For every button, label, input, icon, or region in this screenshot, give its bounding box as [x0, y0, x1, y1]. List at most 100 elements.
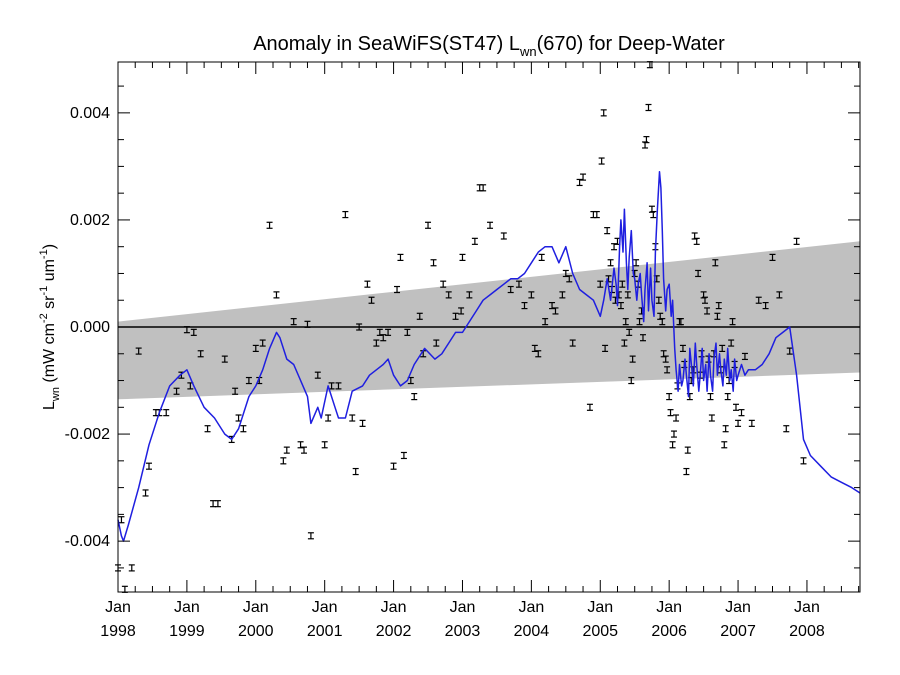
data-point: [433, 339, 440, 347]
confidence-band: [118, 241, 860, 400]
data-point: [445, 291, 452, 299]
data-point: [349, 414, 356, 422]
x-tick-label-month: Jan: [656, 599, 682, 616]
x-tick-label-year: 2004: [514, 623, 550, 640]
data-point: [283, 446, 290, 454]
x-tick-label-month: Jan: [518, 599, 544, 616]
data-point: [368, 296, 375, 304]
chart-title-suffix: (670) for Deep-Water: [537, 33, 726, 55]
data-point: [783, 425, 790, 433]
data-point: [297, 441, 304, 449]
data-point: [769, 253, 776, 262]
data-point: [621, 339, 628, 347]
data-point: [636, 318, 643, 326]
data-point: [245, 376, 252, 385]
y-axis-label-part: L: [41, 401, 58, 410]
data-point: [471, 237, 478, 245]
x-tick-label-year: 2008: [789, 623, 825, 640]
data-point: [562, 269, 569, 278]
data-point: [629, 355, 636, 363]
data-point: [721, 441, 728, 449]
data-point: [430, 259, 437, 267]
data-point: [724, 392, 731, 401]
data-point: [190, 328, 197, 336]
x-tick-label-year: 2003: [445, 623, 481, 640]
data-point: [655, 296, 662, 304]
x-tick-label-year: 2005: [582, 623, 618, 640]
x-tick-label-year: 1998: [100, 623, 136, 640]
data-point: [400, 451, 407, 460]
data-point: [380, 334, 387, 342]
data-point: [701, 296, 708, 304]
data-point: [755, 296, 762, 304]
data-point: [559, 291, 566, 299]
data-point: [214, 500, 221, 508]
data-point: [356, 323, 363, 331]
data-point: [515, 280, 522, 288]
data-point: [728, 339, 735, 347]
data-point: [576, 178, 583, 187]
y-axis-label-part: -1: [38, 286, 50, 296]
data-point: [301, 446, 308, 454]
trend-line: [117, 170, 861, 542]
data-point: [714, 312, 721, 320]
data-point: [667, 409, 674, 417]
data-point: [273, 291, 280, 299]
x-tick-label-year: 1999: [169, 623, 205, 640]
data-point: [776, 291, 783, 299]
x-tick-label-year: 2000: [238, 623, 274, 640]
data-point: [598, 157, 605, 165]
data-point: [722, 425, 729, 433]
data-point: [411, 392, 418, 401]
data-point: [252, 344, 259, 353]
data-point: [240, 425, 247, 433]
data-point: [597, 280, 604, 288]
data-point: [611, 243, 618, 251]
data-point: [452, 312, 459, 320]
data-point: [118, 516, 125, 524]
x-tick-label-year: 2001: [307, 623, 343, 640]
y-axis-label: Lwn (mW cm-2 sr-1 um-1): [38, 244, 62, 410]
data-point: [566, 275, 573, 283]
data-point: [458, 307, 465, 315]
y-axis-label-part: -2: [38, 313, 50, 323]
x-tick-label-month: Jan: [174, 599, 200, 616]
x-tick-label-month: Jan: [587, 599, 613, 616]
data-point: [314, 371, 321, 379]
data-point: [607, 259, 614, 267]
y-tick-label: -0.004: [65, 533, 110, 550]
data-point: [793, 237, 800, 245]
data-point: [173, 387, 180, 395]
x-tick-label-month: Jan: [312, 599, 338, 616]
x-tick-label-month: Jan: [794, 599, 820, 616]
x-tick-label-month: Jan: [725, 599, 751, 616]
data-point: [325, 414, 332, 422]
data-point: [715, 301, 722, 310]
plot-area: -0.004 -0.002 0.000 0.002 0.004 Jan 1998 Jan 199…: [65, 61, 861, 640]
data-point: [146, 462, 153, 470]
data-point: [352, 467, 359, 476]
data-point: [633, 259, 640, 267]
y-axis-label-part: wn: [50, 387, 62, 402]
data-point: [650, 210, 657, 219]
chart-title: Anomaly in SeaWiFS(ST47) Lwn(670) for De…: [253, 33, 725, 59]
data-point: [666, 392, 673, 401]
data-point: [719, 344, 726, 353]
data-point: [135, 347, 142, 355]
data-point: [602, 344, 609, 353]
data-point: [142, 489, 149, 497]
data-point: [304, 320, 311, 328]
y-axis-label-part: ): [41, 244, 58, 249]
data-point: [385, 328, 392, 336]
y-tick-label: 0.000: [70, 319, 110, 336]
y-tick-label: 0.004: [70, 105, 110, 122]
y-axis-label-part: (mW cm: [41, 323, 58, 387]
x-tick-label-year: 2002: [376, 623, 412, 640]
data-point: [531, 344, 538, 353]
data-point: [290, 318, 297, 326]
chart-title-subscript: wn: [519, 44, 537, 59]
data-point: [704, 307, 711, 315]
data-point: [626, 328, 633, 336]
data-point: [507, 285, 514, 294]
data-point: [128, 564, 135, 572]
